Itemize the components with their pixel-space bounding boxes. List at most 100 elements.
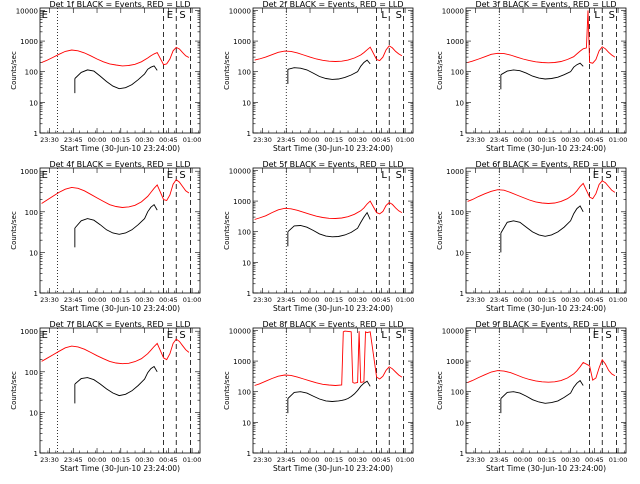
- segment-marker: L: [381, 170, 387, 181]
- x-tick-label: 23:45: [277, 456, 296, 464]
- y-axis-label: Counts/sec: [10, 211, 18, 250]
- x-tick-label: 00:30: [348, 296, 367, 304]
- segment-marker: S: [396, 170, 402, 181]
- x-tick-label: 00:45: [585, 296, 604, 304]
- x-tick-label: 00:30: [348, 456, 367, 464]
- segment-marker: L: [594, 10, 600, 21]
- segment-marker: S: [396, 10, 402, 21]
- events-series-line: [287, 211, 371, 238]
- chart-panel-1: Det 1f BLACK = Events, RED = LLD 1 10 100 10…: [10, 0, 201, 153]
- y-tick-label: 1: [460, 290, 464, 298]
- y-tick-label: 100: [451, 69, 464, 77]
- x-axis-label: Start Time (30-Jun-10 23:24:00): [273, 304, 393, 313]
- y-tick-label: 10000: [442, 7, 464, 15]
- x-tick-label: 00:15: [324, 136, 343, 144]
- x-tick-label: 00:00: [88, 136, 107, 144]
- x-axis-label: Start Time (30-Jun-10 23:24:00): [486, 144, 606, 153]
- y-tick-label: 10000: [229, 167, 251, 175]
- chart-panel-8: Det 8f BLACK = Events, RED = LLD 1 10 100 10…: [223, 320, 414, 473]
- chart-panel-6: Det 6f BLACK = Events, RED = LLD 1 10 100 10…: [436, 160, 627, 313]
- y-tick-label: 10: [455, 99, 464, 107]
- x-tick-label: 00:15: [111, 136, 130, 144]
- segment-marker: S: [605, 330, 611, 341]
- x-tick-label: 00:30: [561, 136, 580, 144]
- events-series-line: [500, 205, 584, 237]
- y-tick-label: 10: [455, 249, 464, 257]
- x-tick-label: 01:00: [183, 456, 202, 464]
- x-tick-label: 00:00: [514, 296, 533, 304]
- x-tick-label: 00:15: [111, 296, 130, 304]
- y-tick-label: 10000: [229, 7, 251, 15]
- y-tick-label: 1000: [20, 168, 38, 176]
- y-tick-label: 100: [451, 209, 464, 217]
- x-axis-label: Start Time (30-Jun-10 23:24:00): [273, 464, 393, 473]
- plot-frame: [465, 327, 627, 454]
- chart-title: Det 5f BLACK = Events, RED = LLD: [262, 160, 403, 169]
- x-axis-label: Start Time (30-Jun-10 23:24:00): [60, 464, 180, 473]
- segment-marker: E: [593, 330, 599, 341]
- x-tick-label: 00:45: [372, 296, 391, 304]
- x-tick-label: 00:00: [301, 136, 320, 144]
- x-tick-label: 23:45: [277, 296, 296, 304]
- segment-marker: S: [179, 10, 185, 21]
- chart-panel-9: Det 9f BLACK = Events, RED = LLD 1 10 100 10…: [436, 320, 627, 473]
- x-tick-label: 00:30: [561, 296, 580, 304]
- lld-series-line: [41, 46, 190, 67]
- x-tick-label: 01:00: [609, 456, 628, 464]
- y-tick-label: 10000: [229, 327, 251, 335]
- x-tick-label: 23:45: [64, 296, 83, 304]
- segment-marker: L: [381, 330, 387, 341]
- plot-frame: [39, 7, 201, 134]
- y-tick-label: 1: [34, 450, 38, 458]
- plot-frame: [252, 327, 414, 454]
- lld-series-line: [254, 200, 403, 220]
- segment-marker: E: [167, 330, 173, 341]
- x-tick-label: 23:30: [40, 456, 59, 464]
- x-tick-label: 23:30: [253, 296, 272, 304]
- x-tick-label: 00:30: [561, 456, 580, 464]
- y-tick-label: 1000: [446, 358, 464, 366]
- segment-marker: S: [179, 330, 185, 341]
- y-tick-label: 1000: [233, 198, 251, 206]
- x-tick-label: 01:00: [396, 456, 415, 464]
- segment-marker: S: [609, 10, 615, 21]
- y-tick-label: 10: [29, 409, 38, 417]
- y-tick-label: 1: [460, 450, 464, 458]
- x-tick-label: 23:45: [490, 456, 509, 464]
- events-series-line: [500, 62, 584, 80]
- x-tick-label: 23:30: [40, 296, 59, 304]
- x-tick-label: 01:00: [183, 296, 202, 304]
- x-tick-label: 00:15: [537, 296, 556, 304]
- y-tick-label: 100: [238, 69, 251, 77]
- chart-panel-3: Det 3f BLACK = Events, RED = LLD 1 10 100 10…: [436, 0, 627, 153]
- y-tick-label: 100: [25, 369, 38, 377]
- y-tick-label: 10: [242, 259, 251, 267]
- chart-title: Det 1f BLACK = Events, RED = LLD: [49, 0, 190, 9]
- y-tick-label: 10: [29, 249, 38, 257]
- events-series-line: [500, 379, 584, 404]
- events-series-line: [74, 204, 158, 235]
- y-axis-label: Counts/sec: [223, 371, 231, 410]
- segment-marker: E: [167, 170, 173, 181]
- segment-marker: E: [42, 330, 48, 341]
- x-tick-label: 00:45: [372, 136, 391, 144]
- plot-frame: [252, 7, 414, 134]
- plot-frame: [465, 7, 627, 134]
- segment-marker: E: [593, 170, 599, 181]
- chart-title: Det 8f BLACK = Events, RED = LLD: [262, 320, 403, 329]
- x-tick-label: 01:00: [609, 136, 628, 144]
- y-tick-label: 100: [25, 69, 38, 77]
- x-axis-label: Start Time (30-Jun-10 23:24:00): [486, 304, 606, 313]
- segment-marker: L: [381, 10, 387, 21]
- segment-marker: E: [42, 10, 48, 21]
- chart-title: Det 6f BLACK = Events, RED = LLD: [475, 160, 616, 169]
- x-tick-label: 23:45: [64, 456, 83, 464]
- x-tick-label: 23:30: [466, 456, 485, 464]
- y-tick-label: 1000: [446, 168, 464, 176]
- y-tick-label: 100: [25, 209, 38, 217]
- x-tick-label: 01:00: [396, 136, 415, 144]
- x-tick-label: 00:00: [88, 456, 107, 464]
- y-axis-label: Counts/sec: [223, 51, 231, 90]
- x-tick-label: 00:30: [135, 136, 154, 144]
